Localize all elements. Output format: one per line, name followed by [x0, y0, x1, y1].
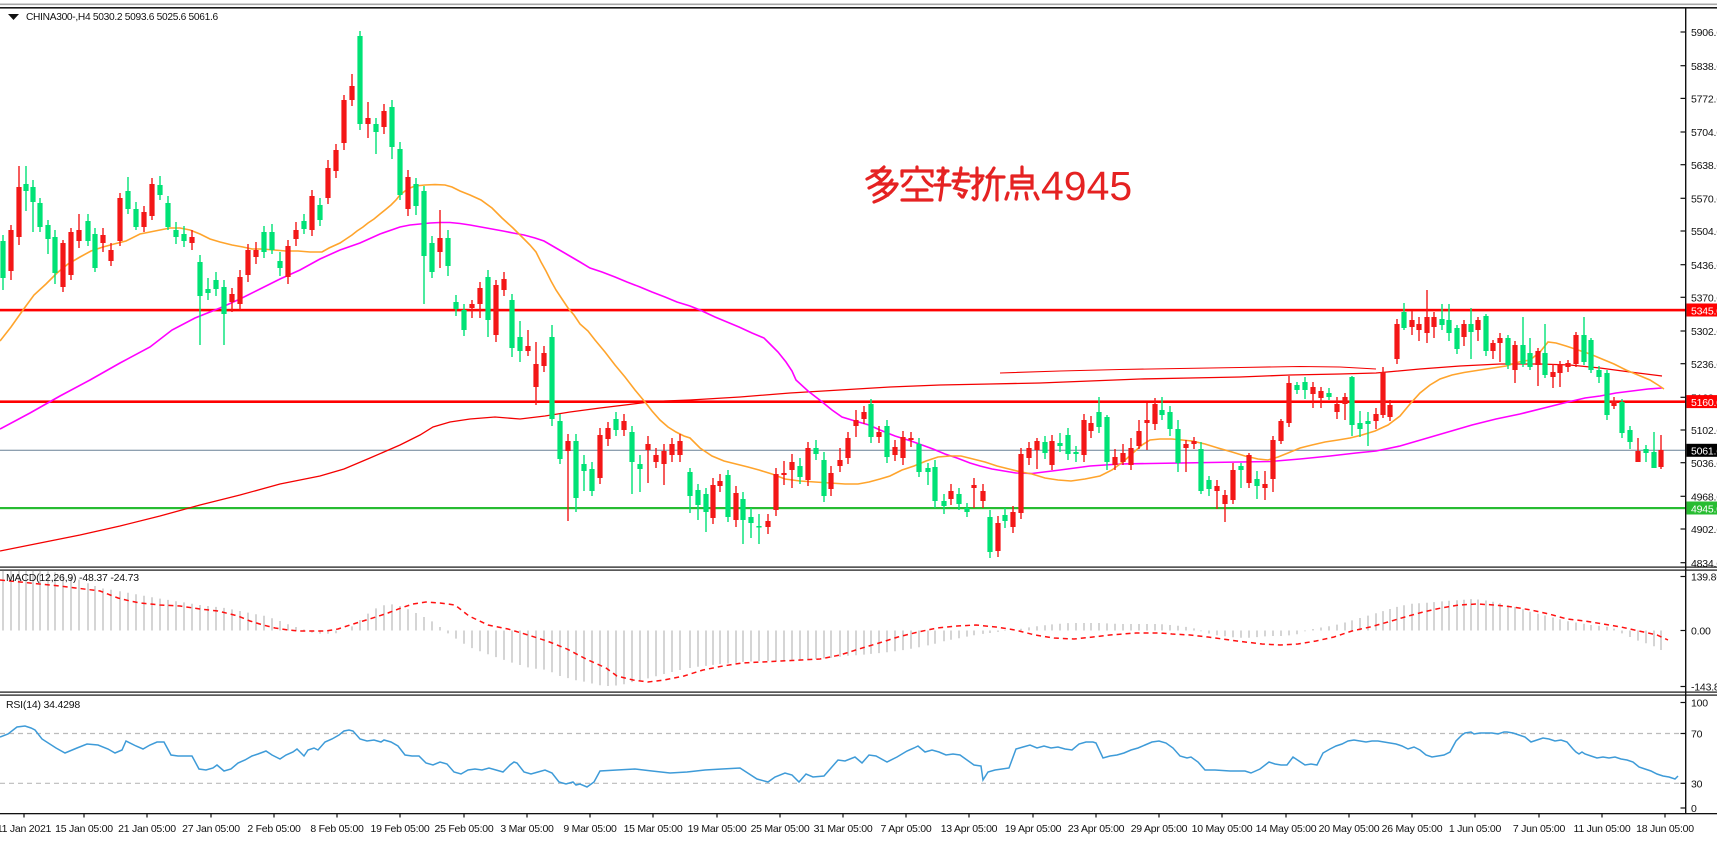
- svg-text:RSI(14) 34.4298: RSI(14) 34.4298: [6, 699, 80, 711]
- svg-text:27 Jan 05:00: 27 Jan 05:00: [182, 823, 240, 835]
- svg-text:19 Mar 05:00: 19 Mar 05:00: [688, 823, 747, 835]
- svg-text:25 Feb 05:00: 25 Feb 05:00: [435, 823, 494, 835]
- svg-text:19 Feb 05:00: 19 Feb 05:00: [371, 823, 430, 835]
- svg-text:5236.6: 5236.6: [1691, 359, 1717, 371]
- svg-text:70: 70: [1691, 729, 1703, 741]
- svg-text:MACD(12,26,9) -48.37 -24.73: MACD(12,26,9) -48.37 -24.73: [6, 572, 139, 584]
- svg-text:3 Mar 05:00: 3 Mar 05:00: [500, 823, 554, 835]
- svg-text:5772.6: 5772.6: [1691, 94, 1717, 106]
- svg-text:1 Jun 05:00: 1 Jun 05:00: [1449, 823, 1502, 835]
- svg-text:5102.6: 5102.6: [1691, 425, 1717, 437]
- svg-text:13 Apr 05:00: 13 Apr 05:00: [941, 823, 998, 835]
- svg-text:26 May 05:00: 26 May 05:00: [1382, 823, 1443, 835]
- svg-text:5504.6: 5504.6: [1691, 226, 1717, 238]
- svg-text:5370.6: 5370.6: [1691, 293, 1717, 305]
- svg-text:4945: 4945: [1041, 163, 1132, 209]
- svg-text:5160.0: 5160.0: [1691, 397, 1717, 409]
- svg-text:5345.0: 5345.0: [1691, 305, 1717, 317]
- svg-text:4945.0: 4945.0: [1691, 503, 1717, 515]
- svg-text:5638.6: 5638.6: [1691, 160, 1717, 172]
- svg-text:4968.6: 4968.6: [1691, 492, 1717, 504]
- svg-text:2 Feb 05:00: 2 Feb 05:00: [247, 823, 301, 835]
- svg-text:25 Mar 05:00: 25 Mar 05:00: [751, 823, 810, 835]
- svg-text:18 Jun 05:00: 18 Jun 05:00: [1636, 823, 1694, 835]
- svg-text:15 Mar 05:00: 15 Mar 05:00: [624, 823, 683, 835]
- svg-text:-143.82: -143.82: [1691, 682, 1717, 694]
- svg-text:4834.6: 4834.6: [1691, 558, 1717, 570]
- svg-text:21 Jan 05:00: 21 Jan 05:00: [118, 823, 176, 835]
- svg-text:5061.6: 5061.6: [1691, 446, 1717, 458]
- svg-text:31 Mar 05:00: 31 Mar 05:00: [814, 823, 873, 835]
- svg-text:100: 100: [1691, 698, 1708, 710]
- svg-text:20 May 05:00: 20 May 05:00: [1319, 823, 1380, 835]
- svg-text:7 Apr 05:00: 7 Apr 05:00: [881, 823, 932, 835]
- svg-text:0.00: 0.00: [1691, 626, 1711, 638]
- svg-text:5036.6: 5036.6: [1691, 458, 1717, 470]
- svg-text:5906.6: 5906.6: [1691, 27, 1717, 39]
- svg-text:15 Jan 05:00: 15 Jan 05:00: [55, 823, 113, 835]
- svg-text:9 Mar 05:00: 9 Mar 05:00: [563, 823, 617, 835]
- svg-text:14 May 05:00: 14 May 05:00: [1256, 823, 1317, 835]
- svg-text:7 Jun 05:00: 7 Jun 05:00: [1513, 823, 1566, 835]
- svg-text:10 May 05:00: 10 May 05:00: [1192, 823, 1253, 835]
- svg-text:11 Jun 05:00: 11 Jun 05:00: [1574, 823, 1631, 835]
- svg-text:30: 30: [1691, 779, 1703, 791]
- svg-text:5302.6: 5302.6: [1691, 326, 1717, 338]
- svg-text:8 Feb 05:00: 8 Feb 05:00: [310, 823, 364, 835]
- svg-text:0: 0: [1691, 803, 1697, 815]
- svg-text:5570.6: 5570.6: [1691, 194, 1717, 206]
- svg-text:23 Apr 05:00: 23 Apr 05:00: [1068, 823, 1125, 835]
- svg-text:5838.6: 5838.6: [1691, 61, 1717, 73]
- svg-text:5436.6: 5436.6: [1691, 260, 1717, 272]
- svg-text:29 Apr 05:00: 29 Apr 05:00: [1131, 823, 1188, 835]
- svg-text:139.86: 139.86: [1691, 572, 1717, 584]
- svg-text:4902.6: 4902.6: [1691, 524, 1717, 536]
- svg-text:19 Apr 05:00: 19 Apr 05:00: [1005, 823, 1062, 835]
- svg-text:CHINA300-,H4 5030.2 5093.6 50: CHINA300-,H4 5030.2 5093.6 5025.6 5061.6: [26, 12, 219, 23]
- svg-text:5704.6: 5704.6: [1691, 127, 1717, 139]
- svg-text:11 Jan 2021: 11 Jan 2021: [0, 823, 52, 835]
